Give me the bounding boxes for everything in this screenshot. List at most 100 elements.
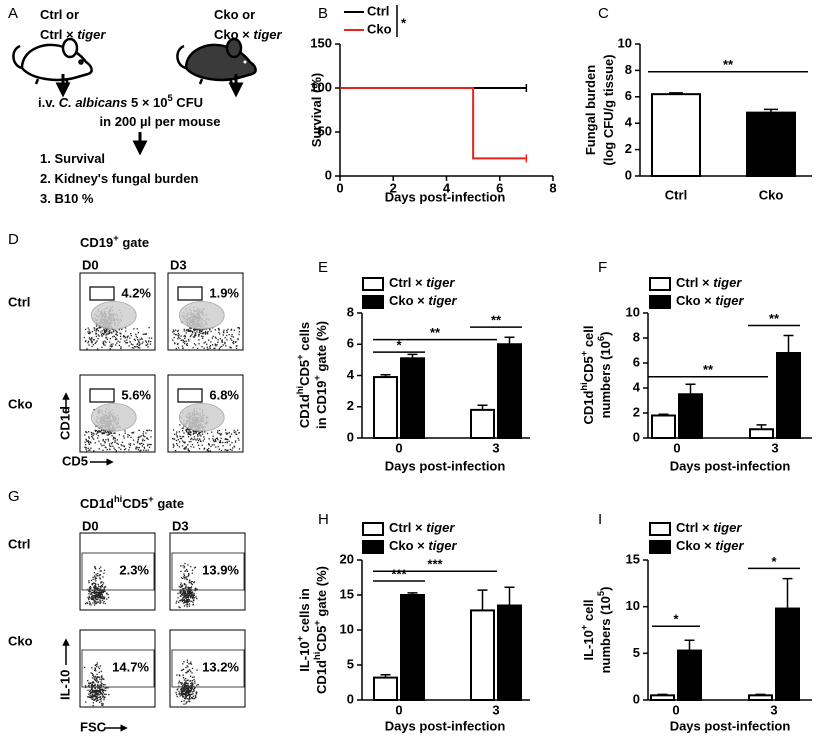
event-dot: [191, 594, 193, 597]
event-dot: [88, 682, 90, 684]
significance: **: [430, 325, 441, 340]
event-dot: [180, 335, 182, 337]
event-dot: [96, 348, 99, 350]
event-dot: [88, 596, 91, 599]
event-dot: [111, 435, 113, 437]
event-dot: [217, 438, 219, 441]
event-dot: [98, 431, 100, 433]
event-dot: [133, 338, 136, 340]
y-tick-label: 2: [633, 404, 640, 419]
event-dot: [189, 587, 191, 589]
event-dot: [88, 683, 91, 685]
event-dot: [95, 598, 97, 601]
event-dot: [185, 570, 187, 572]
event-dot: [85, 439, 87, 441]
x-tick-label: 6: [496, 180, 503, 195]
event-dot: [99, 690, 101, 692]
event-dot: [100, 681, 102, 683]
event-dot: [207, 330, 209, 333]
event-dot: [238, 439, 240, 441]
event-dot: [188, 593, 190, 595]
event-dot: [102, 703, 104, 705]
event-dot: [187, 573, 190, 575]
event-dot: [95, 333, 97, 335]
event-dot: [137, 331, 140, 334]
label: 1. Survival: [40, 151, 105, 166]
event-dot: [105, 687, 108, 689]
event-dot: [234, 341, 237, 344]
event-dot: [99, 430, 101, 432]
event-dot: [106, 449, 108, 451]
text-part: +: [148, 494, 154, 504]
event-dot: [103, 343, 105, 346]
text-part: tiger: [77, 27, 106, 42]
x-tick-label: Cko: [759, 187, 784, 202]
event-dot: [191, 682, 193, 684]
event-dot: [109, 432, 111, 434]
gate: [177, 286, 203, 301]
event-dot: [190, 431, 192, 433]
event-dot: [217, 327, 220, 330]
event-dot: [186, 661, 189, 663]
event-dot: [140, 337, 143, 339]
event-dot: [108, 341, 111, 343]
event-dot: [184, 600, 186, 602]
event-dot: [124, 340, 126, 342]
event-dot: [221, 341, 224, 343]
event-dot: [193, 328, 195, 331]
event-dot: [97, 598, 99, 601]
event-dot: [183, 328, 185, 331]
event-dot: [89, 593, 92, 595]
event-dot: [180, 692, 182, 695]
event-dot: [209, 347, 211, 349]
event-dot: [102, 678, 104, 680]
event-dot: [185, 684, 188, 687]
label: Cko: [8, 396, 33, 411]
event-dot: [109, 445, 111, 447]
event-dot: [181, 691, 183, 694]
event-dot: [233, 329, 235, 331]
event-dot: [183, 689, 185, 691]
event-dot: [182, 588, 184, 590]
event-dot: [178, 606, 180, 608]
event-dot: [196, 347, 199, 350]
event-dot: [98, 595, 101, 598]
event-dot: [174, 329, 177, 331]
event-dot: [138, 443, 141, 445]
event-dot: [96, 697, 98, 700]
label: 3. B10 %: [40, 191, 94, 206]
gate-percent: 4.2%: [121, 285, 151, 300]
event-dot: [107, 333, 110, 335]
event-dot: [109, 348, 111, 350]
event-dot: [92, 602, 94, 604]
event-dot: [182, 596, 184, 599]
event-dot: [116, 334, 119, 336]
event-dot: [98, 671, 100, 674]
event-dot: [150, 340, 152, 343]
event-dot: [135, 446, 138, 448]
event-dot: [91, 694, 93, 697]
event-dot: [184, 677, 187, 680]
mouse-ctrl: [12, 37, 93, 85]
event-dot: [190, 690, 192, 693]
event-dot: [97, 334, 99, 336]
event-dot: [90, 442, 92, 444]
event-dot: [148, 340, 150, 342]
event-dot: [193, 688, 195, 691]
event-dot: [191, 595, 193, 597]
gate-percent: 2.3%: [119, 562, 149, 577]
event-dot: [141, 342, 143, 345]
y-tick-label: 6: [633, 354, 640, 369]
event-dot: [107, 434, 110, 436]
event-dot: [97, 694, 99, 696]
event-dot: [193, 676, 195, 678]
event-dot: [174, 333, 177, 336]
event-dot: [104, 340, 106, 342]
text-part: +: [579, 624, 589, 630]
event-dot: [147, 443, 149, 446]
bar: [776, 352, 801, 439]
event-dot: [232, 341, 234, 344]
event-dot: [177, 338, 179, 340]
event-dot: [128, 345, 130, 347]
event-dot: [147, 438, 149, 440]
